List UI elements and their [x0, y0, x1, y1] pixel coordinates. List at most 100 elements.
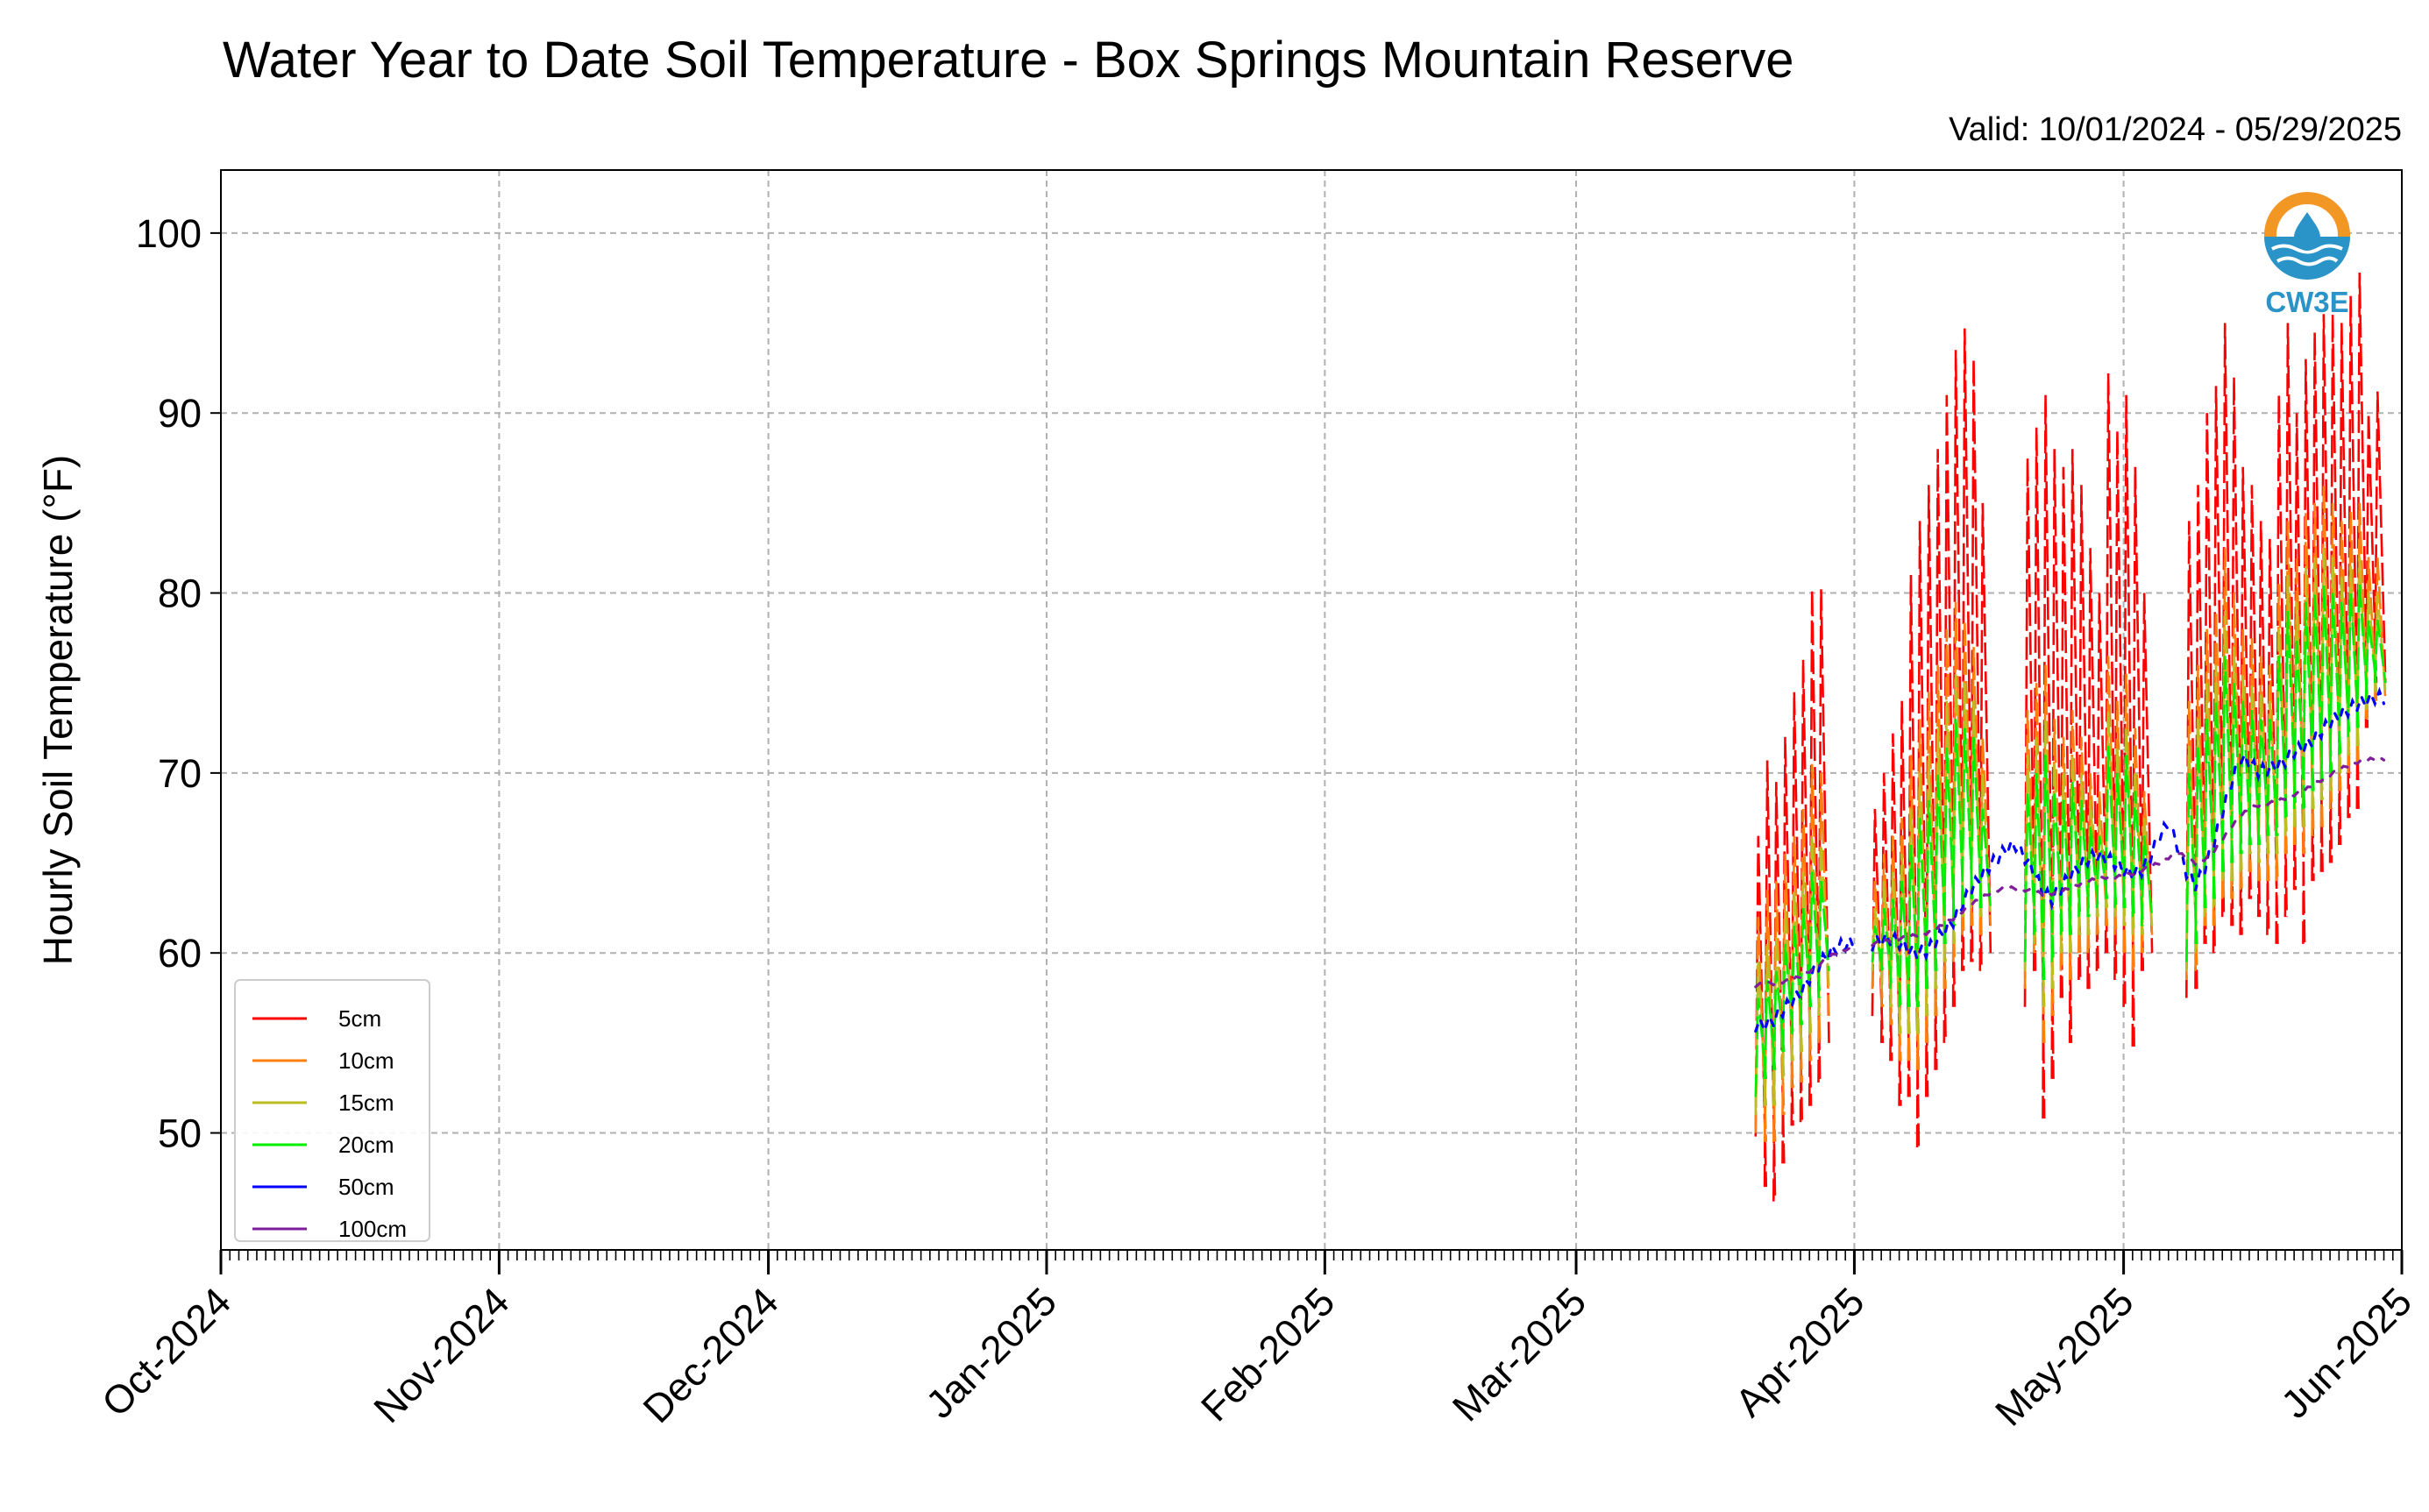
series-20cm-segment [2355, 584, 2369, 728]
series-20cm-segment [1951, 719, 1965, 926]
series-5cm-segment [1763, 760, 1777, 1202]
series-50cm [1754, 686, 2386, 1036]
x-tick-label: May-2025 [1986, 1279, 2142, 1435]
series-20cm-segment [2023, 791, 2037, 962]
legend-label-20cm: 20cm [338, 1132, 394, 1158]
x-tick-label: Apr-2025 [1727, 1279, 1873, 1425]
series-50cm-line [1754, 686, 2386, 1036]
y-tick-label: 80 [158, 571, 202, 616]
series-20cm-segment [2230, 683, 2243, 863]
series-20cm-segment [2364, 620, 2378, 701]
series-20cm-segment [1934, 772, 1947, 971]
series-20cm-segment [1799, 907, 1813, 1026]
grid-layer [220, 170, 2403, 1250]
water-drop-icon [2294, 212, 2320, 251]
logo-text: CW3E [2265, 286, 2348, 318]
series-20cm-segment [1763, 979, 1777, 1079]
series-15cm-segment [2248, 683, 2262, 863]
plot-frame [220, 169, 2403, 1251]
series-20cm-segment [2248, 709, 2262, 846]
series-20cm-segment [2319, 584, 2333, 783]
legend-label-10cm: 10cm [338, 1047, 394, 1074]
series-20cm-segment [2239, 700, 2252, 855]
series-20cm-segment [2050, 791, 2063, 962]
series-20cm-segment [2220, 656, 2234, 872]
series-20cm-segment [1808, 871, 1822, 1007]
series-20cm-segment [1942, 746, 1957, 944]
series-20cm-segment [1772, 970, 1786, 1070]
x-tick-label: Dec-2024 [635, 1279, 787, 1431]
y-tick-label: 100 [136, 211, 202, 256]
legend-label-100cm: 100cm [338, 1216, 407, 1242]
x-tick-label: Jun-2025 [2272, 1279, 2420, 1427]
cw3e-logo: CW3E [2264, 192, 2350, 318]
series-20cm-segment [2194, 746, 2207, 944]
x-tick-label: Nov-2024 [365, 1279, 517, 1431]
x-tick-label: Jan-2025 [917, 1279, 1065, 1427]
series-5cm-segment [2194, 485, 2207, 990]
legend-box [234, 979, 430, 1242]
series-10cm-segment [2311, 502, 2324, 836]
series-20cm-segment [2140, 835, 2154, 926]
series-20cm-segment [1961, 728, 1974, 908]
y-axis: 50 60 70 80 90 100 [136, 211, 221, 1156]
chart-subtitle: Valid: 10/01/2024 - 05/29/2025 [1949, 111, 2402, 148]
y-tick-label: 60 [158, 931, 202, 976]
series-20cm-segment [2266, 719, 2279, 836]
series-5cm-segment [2220, 323, 2234, 926]
series-20cm-segment [2113, 772, 2127, 908]
series-20cm-segment [2122, 755, 2135, 918]
series-20cm-segment [1970, 736, 1983, 908]
series-20cm-segment [2185, 772, 2198, 962]
series-20cm-segment [1790, 926, 1804, 1034]
series-20cm-segment [2095, 835, 2109, 908]
series-20cm-segment [1879, 907, 1893, 990]
series-20cm-segment [2338, 601, 2351, 756]
series-5cm-segment [2068, 449, 2082, 1043]
logo-wave-lines [2271, 244, 2343, 266]
legend-label-5cm: 5cm [338, 1005, 381, 1032]
series-20cm-segment [2212, 700, 2226, 899]
series-5cm-segment [2374, 391, 2387, 684]
series-20cm-segment [1915, 818, 1929, 1007]
x-tick-label: Feb-2025 [1192, 1279, 1343, 1430]
series-20cm-segment [2283, 611, 2298, 819]
x-tick-label: Oct-2024 [93, 1279, 239, 1425]
series-5cm [1754, 272, 2387, 1202]
series-15cm-segment [1763, 943, 1777, 1106]
series-10cm-segment [2140, 791, 2154, 954]
series-20cm-segment [2077, 799, 2091, 918]
series-20cm-segment [2086, 827, 2099, 918]
series-10cm-segment [2283, 521, 2298, 855]
series-20cm-segment [2256, 719, 2270, 846]
series-20cm-segment [1817, 880, 1830, 998]
chart-title: Water Year to Date Soil Temperature - Bo… [223, 32, 1793, 89]
series-20cm-segment [2374, 620, 2387, 684]
series-100cm [1754, 755, 2386, 989]
y-tick-label: 90 [158, 391, 202, 436]
series-20cm-segment [2032, 772, 2046, 981]
series-100cm-line [1754, 755, 2386, 989]
x-axis: Oct-2024 Nov-2024 Dec-2024 Jan-2025 Feb-2025… [93, 1250, 2420, 1435]
series-20cm-segment [2203, 719, 2216, 908]
series-15cm-segment [2077, 772, 2091, 935]
legend-label-50cm: 50cm [338, 1174, 394, 1200]
series-20cm-segment [1925, 799, 1938, 990]
series-15cm-segment [2104, 709, 2118, 918]
x-tick-label: Mar-2025 [1444, 1279, 1594, 1430]
series-15cm-segment [2113, 746, 2127, 926]
series-20cm-segment [1754, 997, 1768, 1097]
data-layer [1754, 272, 2387, 1202]
series-20cm-segment [2302, 601, 2315, 809]
series-20cm-segment [2275, 656, 2288, 836]
series-20cm-segment [2311, 593, 2324, 791]
y-axis-label: Hourly Soil Temperature (°F) [35, 455, 81, 966]
series-20cm-segment [1889, 898, 1902, 1007]
series-10cm-segment [2364, 557, 2378, 720]
series-20cm-segment [2328, 593, 2342, 773]
legend-label-15cm: 15cm [338, 1090, 394, 1116]
y-tick-label: 50 [158, 1111, 202, 1156]
series-20cm-segment [2347, 593, 2360, 737]
series-20cm-segment [1898, 881, 1911, 1007]
